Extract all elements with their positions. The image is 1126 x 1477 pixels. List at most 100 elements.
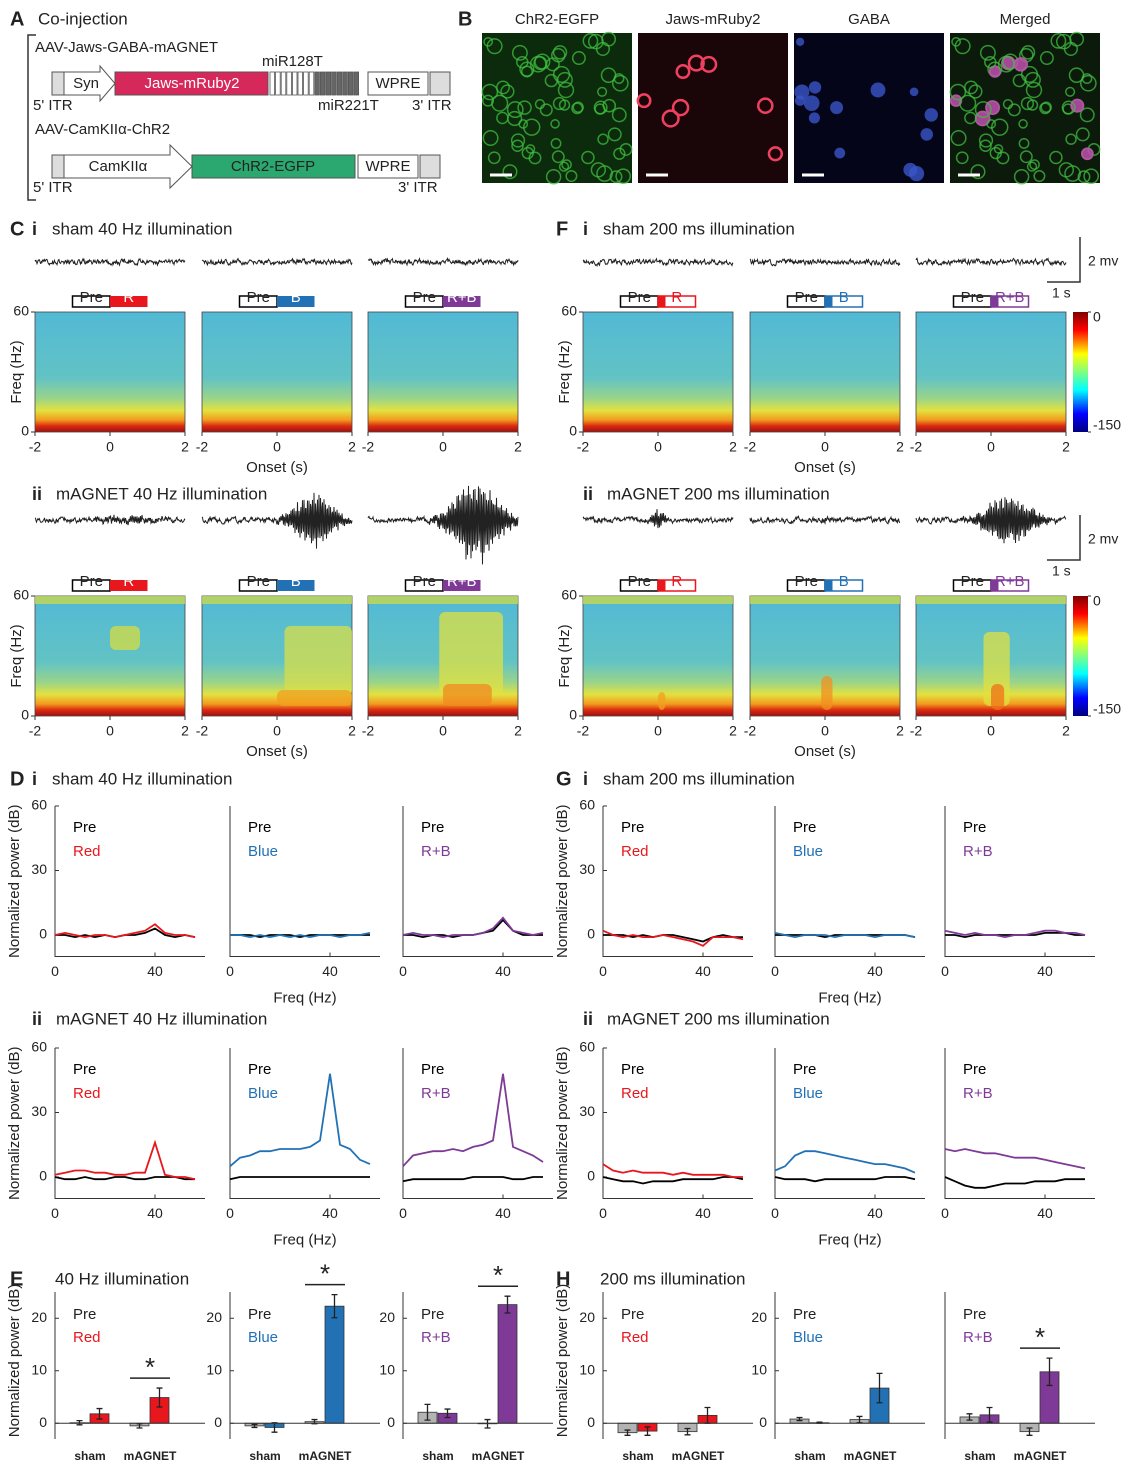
colorbar-label: -150 <box>1093 701 1121 717</box>
y-tick-label: 30 <box>31 1103 47 1119</box>
panel-title: mAGNET 200 ms illumination <box>607 484 830 503</box>
legend-entry: Blue <box>793 1329 823 1346</box>
cell-outline <box>496 111 509 125</box>
error-bar <box>796 1416 803 1422</box>
colorbar-label: -150 <box>1093 417 1121 433</box>
stim-on <box>277 296 315 307</box>
cell-outline <box>511 44 528 61</box>
x-tick-label: 40 <box>322 1205 338 1221</box>
spectrogram <box>201 311 353 433</box>
cell-outline <box>558 161 570 172</box>
stim-label: Pre <box>961 289 984 306</box>
lfp-trace <box>582 257 734 267</box>
colorbar-label: 0 <box>1093 309 1101 325</box>
x-tick-label: 40 <box>495 963 511 979</box>
series-line <box>944 1148 1086 1170</box>
cell-outline <box>997 55 1015 73</box>
cell-outline <box>517 100 532 115</box>
y-tick-label: 30 <box>31 861 47 877</box>
cell-outline <box>544 73 559 88</box>
stim-label: B <box>291 573 301 590</box>
cell <box>909 87 919 97</box>
spectral-blob <box>821 676 833 710</box>
panel-title: Co-injection <box>38 9 128 28</box>
panel-letter: D <box>10 768 24 790</box>
lfp-trace <box>34 257 186 267</box>
stim-label: Pre <box>80 289 103 306</box>
cell-outline <box>615 168 632 185</box>
legend-entry: Pre <box>248 1061 271 1078</box>
line-noise-band <box>583 596 733 604</box>
cell-outline <box>974 101 992 119</box>
cell-outline <box>552 96 567 111</box>
x-tick-label: 0 <box>106 439 114 455</box>
stim-label: R <box>671 289 682 306</box>
y-tick-label: 10 <box>31 1361 47 1377</box>
cell-outline <box>600 67 617 83</box>
lfp-trace <box>367 485 519 565</box>
y-tick-label: 0 <box>387 1414 395 1430</box>
series-line <box>229 1073 371 1167</box>
cell-outline <box>557 81 575 99</box>
stim-label: R <box>671 573 682 590</box>
itr-label: 3' ITR <box>398 179 438 196</box>
x-axis-label: Freq (Hz) <box>818 1231 881 1248</box>
x-tick-label: 0 <box>821 439 829 455</box>
wpre-box <box>367 71 429 96</box>
y-tick-label: 0 <box>39 1168 47 1184</box>
panel-title: mAGNET 40 Hz illumination <box>56 484 267 503</box>
legend-entry: Pre <box>73 1061 96 1078</box>
cell-outline <box>1020 96 1035 111</box>
cell <box>757 97 774 114</box>
x-tick-label: 0 <box>771 963 779 979</box>
significance-mark: * <box>145 1352 155 1382</box>
cell-outline <box>1018 119 1028 129</box>
x-axis-label: Freq (Hz) <box>273 1231 336 1248</box>
x-tick-label: 2 <box>729 723 737 739</box>
error-bar <box>624 1429 631 1436</box>
scale-bar <box>1047 237 1081 283</box>
x-tick-label: 0 <box>226 1205 234 1221</box>
stim-label: Pre <box>628 573 651 590</box>
x-tick-label: mAGNET <box>124 1449 177 1463</box>
spectrogram <box>915 311 1067 433</box>
x-tick-label: -2 <box>744 439 757 455</box>
legend-entry: Pre <box>793 819 816 836</box>
x-tick-label: 2 <box>514 439 522 455</box>
spectral-blob <box>443 684 492 706</box>
image-title: Jaws-mRuby2 <box>665 11 760 28</box>
cell-outline <box>996 151 1010 165</box>
panel-sub: i <box>583 219 588 239</box>
cell-outline <box>482 94 495 107</box>
x-tick-label: 0 <box>273 723 281 739</box>
image-title: ChR2-EGFP <box>515 11 599 28</box>
cell <box>830 101 844 115</box>
legend-entry: Blue <box>793 843 823 860</box>
cell <box>795 37 805 46</box>
cell-outline <box>991 118 1009 136</box>
series-line <box>774 1150 916 1174</box>
cell-outline <box>1007 103 1021 117</box>
wpre-label: WPRE <box>376 75 421 92</box>
legend-entry: Red <box>73 1329 101 1346</box>
x-tick-label: mAGNET <box>1014 1449 1067 1463</box>
x-tick-label: -2 <box>196 723 209 739</box>
stim-label: Pre <box>795 289 818 306</box>
cell-outline <box>1019 150 1033 164</box>
stim-on <box>110 296 148 307</box>
x-tick-label: -2 <box>577 723 590 739</box>
cell <box>988 65 1002 78</box>
panel-letter: H <box>556 1268 570 1290</box>
cell <box>671 98 690 117</box>
lfp-trace <box>367 256 519 267</box>
cell-outline <box>1026 99 1039 111</box>
spectrogram <box>34 311 186 433</box>
lfp-trace <box>749 515 901 525</box>
scale-bar <box>1047 515 1081 561</box>
legend-entry: Pre <box>963 819 986 836</box>
itr-label: 5' ITR <box>33 179 73 196</box>
stim-pulse <box>991 296 999 307</box>
series-line <box>402 1073 544 1167</box>
series-line <box>54 1139 196 1181</box>
